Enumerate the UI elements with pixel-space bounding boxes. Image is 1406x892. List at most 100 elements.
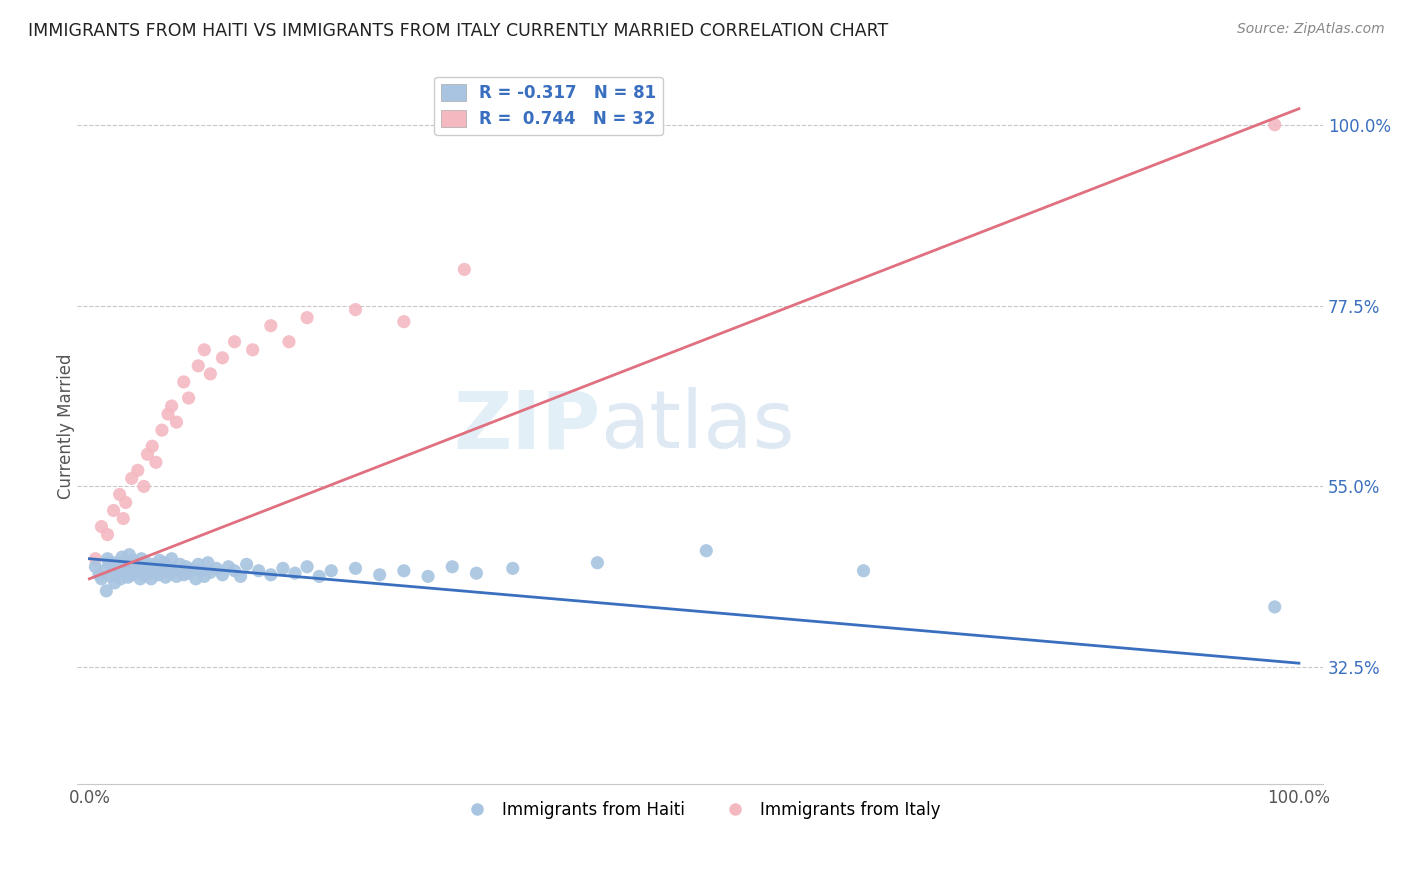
Point: [247, 564, 270, 578]
Point: [174, 559, 197, 574]
Point: [344, 302, 367, 317]
Point: [139, 561, 162, 575]
Point: [108, 487, 131, 501]
Point: [200, 566, 222, 580]
Point: [127, 463, 149, 477]
Point: [177, 566, 200, 581]
Point: [260, 318, 283, 333]
Point: [160, 551, 183, 566]
Point: [120, 558, 142, 573]
Legend: Immigrants from Haiti, Immigrants from Italy: Immigrants from Haiti, Immigrants from I…: [454, 794, 946, 825]
Point: [205, 561, 228, 575]
Point: [229, 569, 252, 583]
Point: [134, 567, 156, 582]
Point: [114, 566, 136, 580]
Point: [156, 559, 179, 574]
Point: [121, 567, 143, 582]
Point: [193, 569, 215, 583]
Point: [211, 351, 233, 365]
Point: [112, 556, 135, 570]
Point: [695, 543, 717, 558]
Point: [139, 572, 162, 586]
Point: [224, 334, 246, 349]
Point: [153, 556, 176, 570]
Point: [344, 561, 367, 575]
Point: [184, 572, 207, 586]
Point: [211, 567, 233, 582]
Point: [84, 559, 107, 574]
Point: [105, 566, 128, 581]
Point: [155, 570, 177, 584]
Point: [127, 566, 149, 580]
Point: [187, 359, 209, 373]
Point: [124, 564, 146, 578]
Point: [368, 567, 391, 582]
Point: [148, 553, 170, 567]
Point: [110, 572, 132, 586]
Point: [104, 575, 127, 590]
Point: [190, 564, 212, 578]
Point: [118, 548, 141, 562]
Point: [132, 559, 155, 574]
Point: [122, 553, 145, 567]
Point: [416, 569, 439, 583]
Point: [136, 447, 159, 461]
Point: [111, 550, 134, 565]
Point: [295, 310, 318, 325]
Point: [502, 561, 524, 575]
Point: [145, 564, 167, 578]
Text: IMMIGRANTS FROM HAITI VS IMMIGRANTS FROM ITALY CURRENTLY MARRIED CORRELATION CHA: IMMIGRANTS FROM HAITI VS IMMIGRANTS FROM…: [28, 22, 889, 40]
Point: [96, 527, 118, 541]
Point: [173, 375, 195, 389]
Y-axis label: Currently Married: Currently Married: [58, 353, 75, 499]
Point: [115, 559, 138, 574]
Point: [150, 423, 173, 437]
Point: [224, 564, 246, 578]
Point: [96, 551, 118, 566]
Point: [108, 561, 131, 575]
Point: [278, 334, 301, 349]
Point: [392, 564, 415, 578]
Point: [84, 551, 107, 566]
Point: [392, 315, 415, 329]
Point: [129, 572, 152, 586]
Point: [321, 564, 343, 578]
Point: [145, 455, 167, 469]
Point: [103, 564, 125, 578]
Point: [465, 566, 488, 581]
Point: [852, 564, 875, 578]
Point: [586, 556, 609, 570]
Point: [200, 367, 222, 381]
Point: [136, 566, 159, 581]
Point: [160, 399, 183, 413]
Point: [117, 570, 139, 584]
Point: [103, 503, 125, 517]
Text: Source: ZipAtlas.com: Source: ZipAtlas.com: [1237, 22, 1385, 37]
Point: [128, 561, 150, 575]
Point: [141, 439, 163, 453]
Point: [90, 572, 112, 586]
Point: [105, 556, 128, 570]
Point: [197, 556, 219, 570]
Point: [131, 551, 153, 566]
Point: [260, 567, 283, 582]
Point: [90, 519, 112, 533]
Point: [121, 471, 143, 485]
Point: [295, 559, 318, 574]
Point: [100, 569, 122, 583]
Point: [284, 566, 307, 581]
Point: [271, 561, 294, 575]
Point: [453, 262, 475, 277]
Point: [1264, 118, 1286, 132]
Text: ZIP: ZIP: [453, 387, 600, 465]
Point: [187, 558, 209, 572]
Point: [159, 566, 181, 581]
Point: [156, 407, 179, 421]
Text: atlas: atlas: [600, 387, 794, 465]
Point: [150, 566, 173, 580]
Point: [96, 583, 118, 598]
Point: [177, 391, 200, 405]
Point: [93, 564, 115, 578]
Point: [308, 569, 330, 583]
Point: [132, 479, 155, 493]
